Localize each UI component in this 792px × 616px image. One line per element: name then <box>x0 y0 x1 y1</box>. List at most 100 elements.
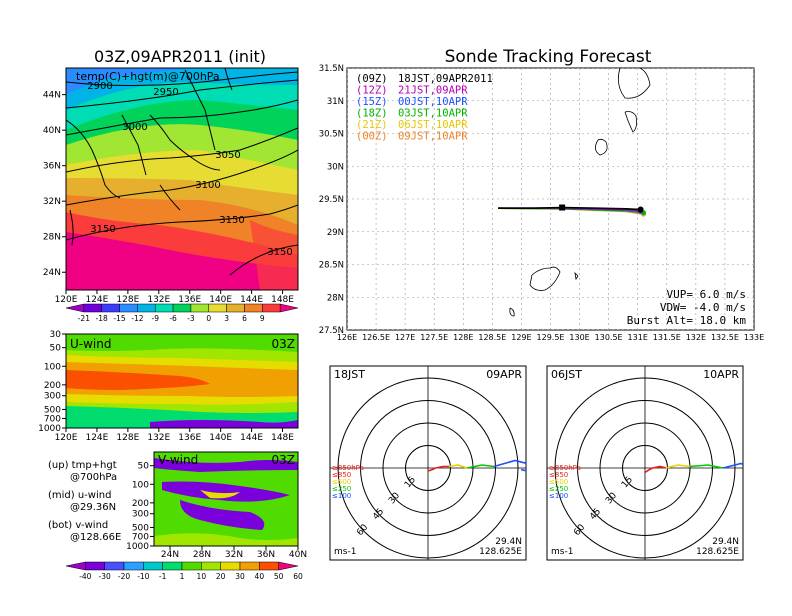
hodo-trace <box>722 462 743 469</box>
v-band-surface <box>154 533 298 546</box>
note-mid-2: @29.36N <box>70 502 116 513</box>
wind-colorbar-swatch <box>201 561 221 571</box>
wind-colorbar-label: 60 <box>293 572 303 581</box>
note-mid-1: (mid) u-wind <box>48 490 111 501</box>
v-p-tick-label: 200 <box>132 499 149 509</box>
hodo-level-label: ≤250 <box>332 485 351 493</box>
u-frame <box>65 333 299 429</box>
lat-tick-label: 32N <box>43 197 61 207</box>
u-lon-tick-label: 132E <box>147 433 170 443</box>
temp-colorbar-label: 0 <box>206 314 211 323</box>
v-time: 03Z <box>272 453 296 467</box>
wind-colorbar-swatch <box>85 561 105 571</box>
contour-labels: 2900 2950 3000 3050 3100 3150 3150 3150 <box>87 81 292 258</box>
legend-tag: (09Z) <box>356 73 388 85</box>
lon-tick-label: 136E <box>178 295 201 305</box>
amami-island <box>529 266 561 291</box>
track-lon-label: 129.5E <box>537 333 565 342</box>
legend-text: 06JST,10APR <box>398 119 468 131</box>
temp-colorbar-swatch <box>208 303 227 313</box>
wind-colorbar-swatch <box>162 561 183 571</box>
temp-colorbar-label: -15 <box>113 314 125 323</box>
temp-colorbar-swatch <box>154 303 174 313</box>
v-p-tick-label: 1000 <box>126 542 149 552</box>
hodo-level-label: ≥850hPa <box>332 464 364 472</box>
track-grid <box>347 68 754 330</box>
hodo-date: 09APR <box>486 368 522 381</box>
wind-colorbar-label: 40 <box>255 572 265 581</box>
temp-colorbar-label: 3 <box>224 314 229 323</box>
wind-colorbar-label: 10 <box>197 572 207 581</box>
contour-label: 3150 <box>90 224 115 235</box>
u-p-tick-label: 500 <box>44 405 61 415</box>
hodo-time: 06JST <box>551 368 582 381</box>
hodo-trace <box>644 467 653 474</box>
hodo-trace <box>448 464 468 469</box>
wind-colorbar-swatch <box>220 561 241 571</box>
hodo-lat: 29.4N <box>495 537 522 547</box>
temp-colorbar-label: -12 <box>131 314 143 323</box>
burst-label: Burst Alt= 18.0 km <box>627 314 747 327</box>
temp-colorbar-label: -21 <box>78 314 90 323</box>
lon-tick-label: 120E <box>55 295 78 305</box>
temp-colorbar-swatch <box>101 303 120 313</box>
wind-colorbar: -40 -30 -20 -10 -1 1 10 20 30 40 50 60 <box>65 561 303 581</box>
wind-colorbar-swatch <box>143 561 163 571</box>
v-p-tick-label: 500 <box>132 523 149 533</box>
lon-tick-label: 140E <box>209 295 232 305</box>
contour-3100 <box>66 149 298 206</box>
v-p-tick-label: 700 <box>132 532 149 542</box>
contour-label: 2900 <box>87 81 112 92</box>
wind-colorbar-label: 30 <box>235 572 245 581</box>
temp-colorbar-swatch <box>137 303 156 313</box>
lat-tick-label: 36N <box>43 162 61 172</box>
track-lon-label: 128E <box>453 333 473 342</box>
track-lon-label: 133E <box>744 333 764 342</box>
panel-notes: (up) tmp+hgt @700hPa (mid) u-wind @29.36… <box>48 460 121 543</box>
track-lat-label: 29N <box>327 228 344 238</box>
tanegashima-island <box>624 111 637 133</box>
map-title: 03Z,09APR2011 (init) <box>94 47 266 66</box>
legend-text: 18JST,09APR2011 <box>398 73 493 85</box>
u-p-tick-label: 700 <box>44 414 61 424</box>
temp-colorbar-swatch <box>65 303 85 313</box>
hodo-date: 10APR <box>703 368 739 381</box>
lat-tick-label: 24N <box>43 268 61 278</box>
lon-tick-label: 148E <box>271 295 294 305</box>
temp-colorbar-swatch <box>226 303 245 313</box>
v-band-mid <box>162 481 290 502</box>
hodo-lon: 128.625E <box>696 547 739 557</box>
temp-colorbar-label: -3 <box>187 314 195 323</box>
track-lon-label: 132.5E <box>711 333 739 342</box>
hodo-trace <box>493 459 526 472</box>
legend-text: 09JST,10APR <box>398 131 468 143</box>
lon-tick-label: 132E <box>147 295 170 305</box>
u-lon-tick-label: 144E <box>240 433 263 443</box>
temp-colorbar: -21 -18 -15 -12 -9 -6 -3 0 3 6 9 <box>65 303 299 323</box>
wind-colorbar-swatch <box>239 561 260 571</box>
hodo-level-label: ≤100 <box>332 492 351 500</box>
u-lon-tick-label: 120E <box>55 433 78 443</box>
track-islands <box>509 68 651 317</box>
v-lat-tick-label: 28N <box>193 550 211 560</box>
u-lon-tick-label: 140E <box>209 433 232 443</box>
wind-colorbar-swatch <box>104 561 125 571</box>
track-burst-marker <box>559 204 566 211</box>
hodo-level-label: ≤500 <box>549 478 568 486</box>
u-lon-tick-label: 136E <box>178 433 201 443</box>
contour-label: 3150 <box>219 215 244 226</box>
track-lon-label: 126E <box>337 333 357 342</box>
track-lon-label: 131E <box>628 333 648 342</box>
v-lat-tick-label: 36N <box>257 550 275 560</box>
map-coastline <box>66 68 233 246</box>
hodo-level-label: ≤850 <box>332 471 351 479</box>
v-band-low <box>180 500 265 530</box>
wind-colorbar-label: -10 <box>137 572 149 581</box>
contour-3150-b <box>229 244 298 276</box>
map-lat-axis: 44N 40N 36N 32N 28N 24N <box>43 91 66 278</box>
